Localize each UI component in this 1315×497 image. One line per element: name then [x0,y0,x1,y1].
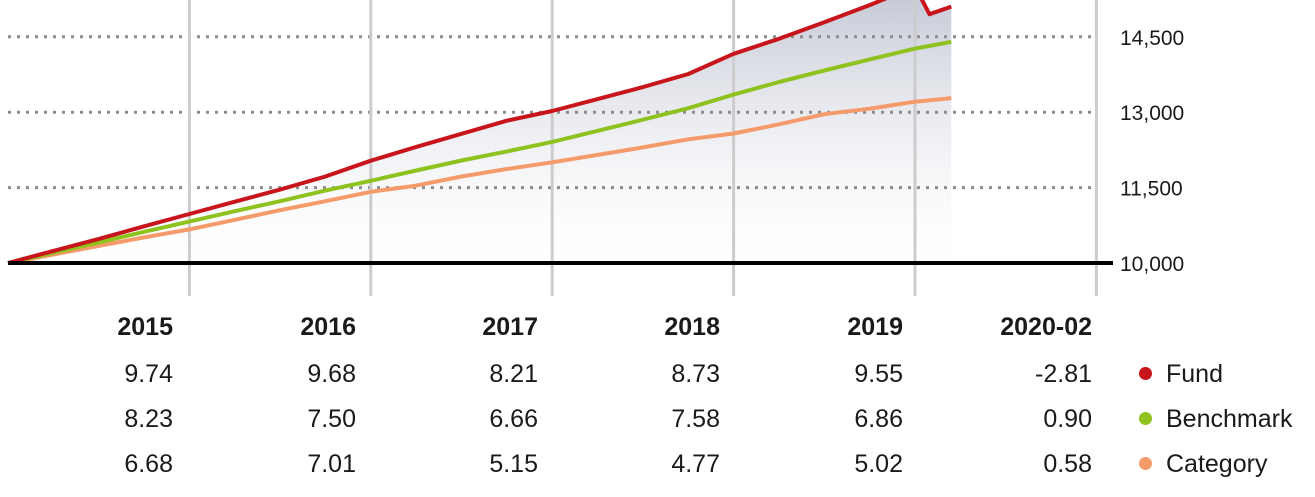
return-cell-fund: 8.21 [489,360,538,388]
legend-label: Benchmark [1166,405,1293,433]
return-cell-fund: 8.73 [671,360,720,388]
legend-dot-icon [1139,411,1152,425]
return-cell-benchmark: 7.58 [671,405,720,433]
return-cell-fund: 9.55 [854,360,903,388]
series-line-category [7,96,952,265]
year-header: 2020-02 [1000,313,1092,341]
return-cell-benchmark: 6.66 [489,405,538,433]
return-cell-category: 4.77 [671,450,720,478]
series-line-fund [7,0,952,265]
legend-dot-icon [1139,456,1152,470]
y-tick-label: 10,000 [1120,253,1184,276]
legend-item-benchmark: Benchmark [1139,404,1292,434]
return-cell-category: 7.01 [307,450,356,478]
return-cell-category: 5.15 [489,450,538,478]
legend-label: Category [1166,450,1268,478]
return-cell-benchmark: 6.86 [854,405,903,433]
return-cell-benchmark: 7.50 [307,405,356,433]
legend-dot-icon [1139,366,1152,380]
return-cell-benchmark: 8.23 [124,405,173,433]
legend-item-category: Category [1139,449,1267,479]
return-cell-category: 0.58 [1043,450,1092,478]
year-header: 2016 [300,313,356,341]
annual-returns-table: 2015 2016 2017 2018 2019 2020-02 9.74 9.68 8.21 8… [0,308,1315,493]
y-tick-label: 13,000 [1120,102,1184,125]
return-cell-category: 6.68 [124,450,173,478]
y-tick-label: 14,500 [1120,27,1184,50]
fund-area [8,0,952,263]
return-cell-category: 5.02 [854,450,903,478]
return-cell-fund: -2.81 [1035,360,1092,388]
return-cell-benchmark: 0.90 [1043,405,1092,433]
year-header: 2017 [482,313,538,341]
legend-item-fund: Fund [1139,359,1223,389]
legend-label: Fund [1166,360,1223,388]
year-header: 2015 [117,313,173,341]
series-line-benchmark [7,39,952,265]
return-cell-fund: 9.74 [124,360,173,388]
return-cell-fund: 9.68 [307,360,356,388]
year-header: 2019 [847,313,903,341]
y-tick-label: 11,500 [1120,178,1183,201]
year-header: 2018 [664,313,720,341]
